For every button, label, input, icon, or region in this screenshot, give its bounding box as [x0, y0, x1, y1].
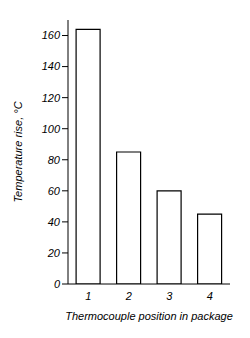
svg-text:160: 160 — [42, 29, 61, 41]
svg-text:40: 40 — [48, 216, 61, 228]
svg-text:80: 80 — [48, 154, 61, 166]
svg-text:Thermocouple position in packa: Thermocouple position in package — [65, 310, 233, 322]
svg-text:1: 1 — [85, 290, 91, 302]
svg-text:0: 0 — [54, 278, 61, 290]
svg-text:100: 100 — [42, 123, 61, 135]
svg-text:4: 4 — [207, 290, 213, 302]
svg-text:120: 120 — [42, 92, 61, 104]
svg-text:20: 20 — [47, 247, 61, 259]
svg-text:3: 3 — [166, 290, 173, 302]
svg-text:Temperature rise, °C: Temperature rise, °C — [12, 101, 24, 202]
svg-text:2: 2 — [125, 290, 132, 302]
svg-text:60: 60 — [48, 185, 61, 197]
svg-text:140: 140 — [42, 60, 61, 72]
